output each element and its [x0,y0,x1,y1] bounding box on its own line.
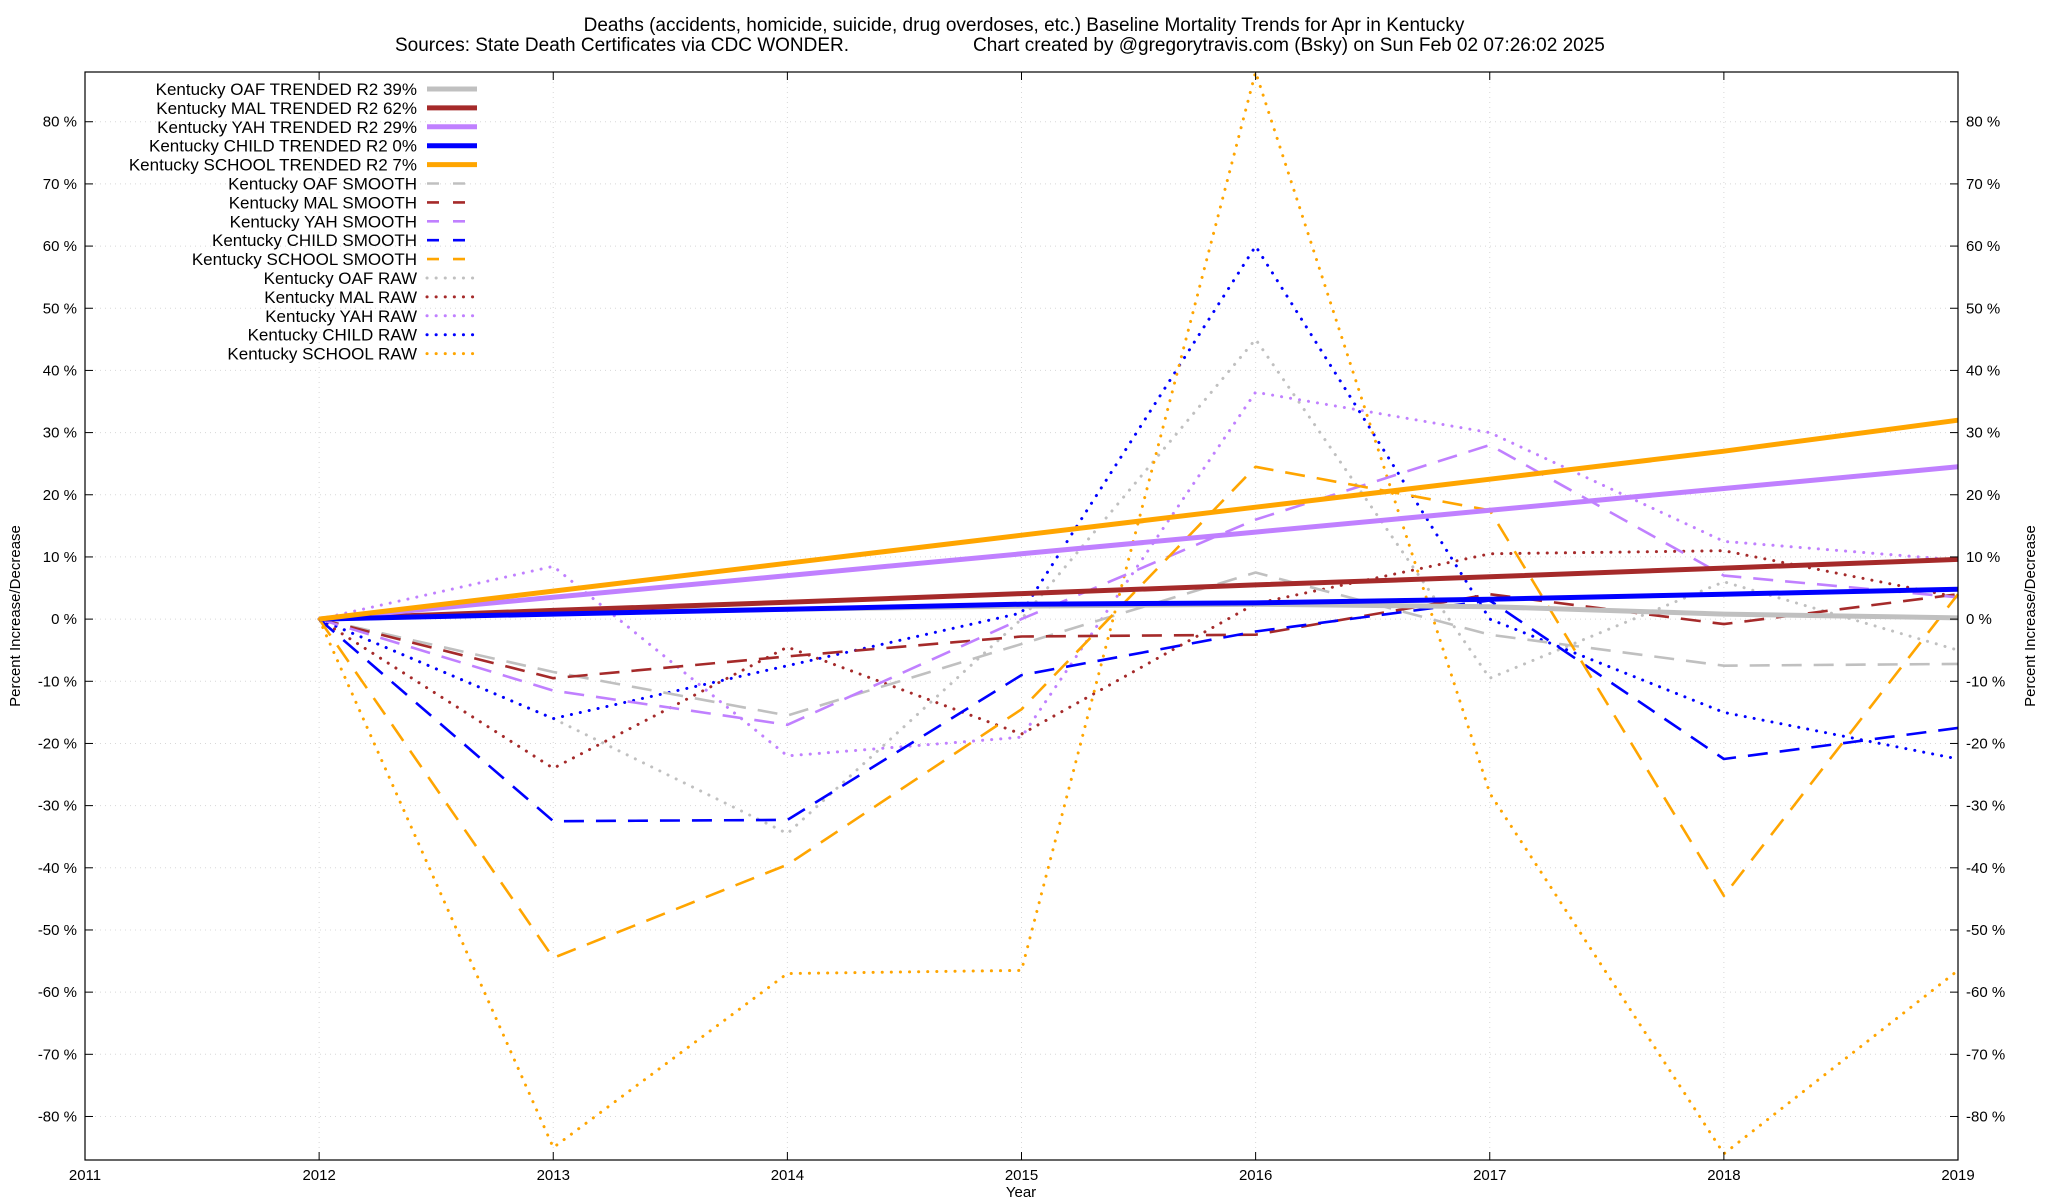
y-tick-label-right: -10 % [1966,673,2005,690]
y-tick-label-left: 50 % [43,300,77,317]
series-line-yah-smooth [318,443,1959,727]
legend-label: Kentucky OAF TRENDED R2 39% [156,80,417,99]
y-tick-label-right: 0 % [1966,611,1992,628]
y-tick-label-right: -70 % [1966,1046,2005,1063]
y-tick-label-left: -20 % [38,735,77,752]
y-tick-label-right: 30 % [1966,425,2000,442]
series-line-mal-raw [317,549,1960,770]
y-tick-label-right: 80 % [1966,114,2000,131]
series-line-mal-trended-r2-62 [319,556,1959,622]
series-layer [317,70,1960,1156]
series-line-yah-raw [317,390,1960,758]
y-tick-label-left: -70 % [38,1046,77,1063]
legend-label: Kentucky CHILD RAW [248,326,417,345]
legend: Kentucky OAF TRENDED R2 39%Kentucky MAL … [129,80,479,364]
x-tick-label: 2019 [1941,1167,1974,1184]
x-tick-label: 2016 [1239,1167,1272,1184]
y-tick-label-left: 10 % [43,549,77,566]
legend-label: Kentucky YAH TRENDED R2 29% [157,118,417,137]
legend-label: Kentucky SCHOOL TRENDED R2 7% [129,156,417,175]
legend-label: Kentucky MAL SMOOTH [229,193,417,212]
y-tick-label-right: -50 % [1966,922,2005,939]
legend-label: Kentucky OAF RAW [264,269,417,288]
series-line-child-smooth [318,599,1959,823]
y-tick-label-left: -10 % [38,673,77,690]
chart-subtitle-source: Sources: State Death Certificates via CD… [395,35,849,56]
legend-label: Kentucky YAH SMOOTH [230,212,417,231]
y-tick-label-right: -60 % [1966,984,2005,1001]
y-tick-label-left: 40 % [43,362,77,379]
x-tick-label: 2013 [537,1167,570,1184]
y-tick-label-right: 50 % [1966,300,2000,317]
chart-subtitle-credit: Chart created by @gregorytravis.com (Bsk… [973,35,1605,56]
y-tick-label-right: 20 % [1966,487,2000,504]
series-line-school-trended-r2-7 [318,417,1959,622]
x-tick-label: 2017 [1473,1167,1506,1184]
series-line-school-raw [317,70,1960,1156]
legend-label: Kentucky SCHOOL SMOOTH [192,250,417,269]
tick-layer: 2011 2012 2013 2014 2015 2016 2017 2018 2019 80 %… [38,72,2005,1184]
series-line-child-trended-r2-0 [319,586,1959,622]
series-line-oaf-smooth [318,571,1959,717]
y-tick-label-left: 60 % [43,238,77,255]
y-tick-label-left: -50 % [38,922,77,939]
x-tick-label: 2018 [1707,1167,1740,1184]
series-line-oaf-raw [317,337,1960,836]
legend-label: Kentucky MAL TRENDED R2 62% [156,99,417,118]
y-tick-label-right: 70 % [1966,176,2000,193]
legend-label: Kentucky YAH RAW [265,307,417,326]
y-tick-label-left: 80 % [43,114,77,131]
y-tick-label-right: 60 % [1966,238,2000,255]
y-tick-label-right: -80 % [1966,1108,2005,1125]
y-axis-label-left: Percent Increase/Decrease [7,525,24,707]
chart-title: Deaths (accidents, homicide, suicide, dr… [584,15,1465,36]
x-tick-label: 2011 [69,1167,101,1184]
legend-label: Kentucky SCHOOL RAW [227,345,417,364]
y-tick-label-left: -60 % [38,984,77,1001]
y-tick-label-left: -30 % [38,798,77,815]
y-tick-label-right: 40 % [1966,362,2000,379]
y-tick-label-left: 30 % [43,425,77,442]
series-line-child-raw [317,244,1960,761]
series-line-school-smooth [318,465,1960,960]
x-axis-label: Year [1006,1184,1036,1200]
y-tick-label-left: 70 % [43,176,77,193]
y-tick-label-left: -80 % [38,1108,77,1125]
x-tick-label: 2014 [771,1167,804,1184]
y-tick-label-right: -40 % [1966,860,2005,877]
y-tick-label-right: 10 % [1966,549,2000,566]
legend-label: Kentucky MAL RAW [264,288,417,307]
series-line-yah-trended-r2-29 [318,464,1959,622]
y-tick-label-left: -40 % [38,860,77,877]
y-tick-label-right: -30 % [1966,798,2005,815]
y-tick-label-left: 20 % [43,487,77,504]
legend-label: Kentucky CHILD SMOOTH [212,231,417,250]
y-axis-label-right: Percent Increase/Decrease [2022,525,2039,707]
legend-label: Kentucky OAF SMOOTH [228,175,417,194]
legend-label: Kentucky CHILD TRENDED R2 0% [149,137,417,156]
x-tick-label: 2015 [1005,1167,1038,1184]
x-tick-label: 2012 [302,1167,335,1184]
series-line-mal-smooth [318,592,1959,680]
y-tick-label-right: -20 % [1966,735,2005,752]
y-tick-label-left: 0 % [51,611,77,628]
